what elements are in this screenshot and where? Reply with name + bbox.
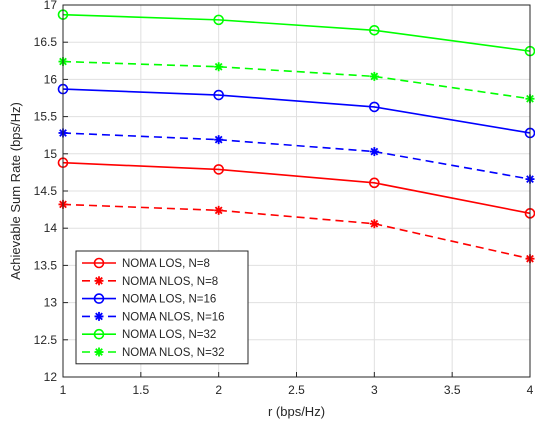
legend-item: NOMA LOS, N=8 [82,257,210,270]
data-point-asterisk [214,62,224,72]
data-point-asterisk [94,347,104,357]
asterisk-stroke [95,348,103,356]
y-tick-label: 12 [44,370,58,384]
asterisk-stroke [214,135,223,144]
data-point-asterisk [214,135,224,145]
series-line [62,203,531,260]
series-line [62,88,531,134]
series-line [62,161,531,215]
data-point-circle [213,14,224,26]
asterisk-stroke [370,147,379,156]
y-tick-label: 15 [44,147,58,161]
data-point-circle [93,293,105,304]
data-point-circle [93,257,105,269]
data-point-asterisk [214,205,224,215]
y-axis-label: Achievable Sum Rate (bps/Hz) [8,102,23,280]
legend-item: NOMA NLOS, N=8 [82,276,218,288]
data-point-circle [93,328,105,340]
legend-item: NOMA NLOS, N=16 [82,311,225,323]
legend-box [75,250,249,365]
x-tick-label: 2 [215,383,222,397]
x-tick-label: 1.5 [132,383,149,397]
y-tick-label: 13 [44,296,58,310]
asterisk-stroke [214,206,223,215]
asterisk-stroke [214,62,223,71]
data-point-circle [369,177,380,189]
data-point-circle [213,89,224,101]
legend-label: NOMA NLOS, N=32 [122,347,225,359]
legend-label: NOMA LOS, N=32 [122,329,216,341]
legend-label: NOMA LOS, N=8 [122,258,210,270]
asterisk-stroke [95,312,103,321]
data-point-asterisk [369,219,379,229]
data-point-asterisk [369,147,379,157]
x-axis-label: r (bps/Hz) [268,404,325,419]
y-tick-label: 14.5 [34,184,58,198]
legend-item: NOMA LOS, N=32 [82,328,216,341]
data-point-circle [369,101,380,113]
axis-ticks: 1 1.5 2 2.5 3 3.5 4 12 12.5 13 13.5 14 14.5 15 15.5 16 1… [34,0,534,397]
series-layer [57,9,535,264]
x-tick-label: 1 [60,383,67,397]
y-tick-label: 12.5 [34,333,58,347]
x-tick-label: 4 [527,383,534,397]
legend-label: NOMA LOS, N=16 [122,294,216,306]
legend: NOMA LOS, N=8 NOMA NLOS, N=8 NOMA LOS, N=1… [75,250,249,365]
y-tick-label: 14 [44,221,58,235]
x-tick-label: 3 [371,383,378,397]
series-line [62,132,531,180]
legend-item: NOMA NLOS, N=32 [82,347,225,359]
y-tick-label: 16 [44,72,58,86]
data-point-asterisk [369,71,379,81]
asterisk-stroke [370,219,379,228]
x-tick-label: 3.5 [444,383,461,397]
series-line [62,60,531,100]
y-tick-label: 16.5 [34,35,58,49]
y-tick-label: 17 [44,0,58,12]
series-line [62,13,531,52]
y-tick-label: 15.5 [34,110,58,124]
data-point-asterisk [94,311,104,321]
legend-item: NOMA LOS, N=16 [82,293,216,306]
legend-label: NOMA NLOS, N=8 [122,276,218,288]
data-point-asterisk [94,276,104,286]
asterisk-stroke [95,276,103,285]
x-tick-label: 2.5 [288,383,305,397]
y-tick-label: 13.5 [34,258,58,272]
data-point-circle [213,164,224,175]
data-point-circle [369,24,380,36]
asterisk-stroke [370,72,379,81]
legend-label: NOMA NLOS, N=16 [122,311,225,323]
